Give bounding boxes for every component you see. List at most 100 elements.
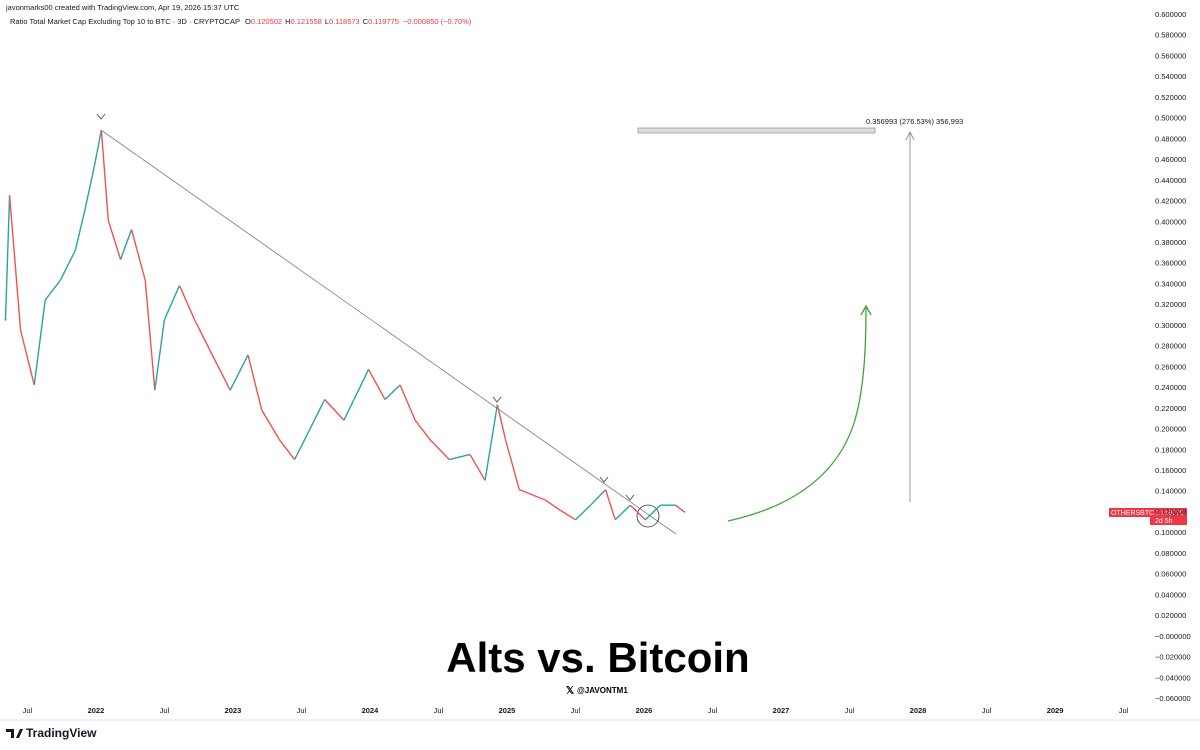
- drawings: [96, 113, 915, 535]
- y-tick-label: 0.500000: [1155, 114, 1186, 123]
- y-tick-label: 0.300000: [1155, 321, 1186, 330]
- price-segment: [414, 419, 431, 441]
- legend-key: C: [363, 17, 369, 26]
- y-tick-label: 0.120000: [1155, 507, 1186, 516]
- price-segment: [590, 489, 607, 506]
- y-tick-label: 0.060000: [1155, 570, 1186, 579]
- legend-value: 0.120502: [251, 17, 282, 26]
- projection: [727, 307, 867, 522]
- legend-change: −0.000850 (−0.70%): [403, 17, 472, 26]
- x-tick-label: 2023: [225, 706, 242, 715]
- price-segment: [229, 354, 249, 391]
- price-segment: [107, 219, 122, 260]
- price-segment: [519, 489, 546, 501]
- brand: TradingView: [26, 726, 97, 740]
- markers: [96, 113, 635, 501]
- arrow-head: [905, 130, 915, 141]
- price-segment: [178, 285, 196, 320]
- x-tick-label: Jul: [708, 706, 718, 715]
- x-tick-label: 2025: [499, 706, 516, 715]
- y-tick-label: 0.040000: [1155, 590, 1186, 599]
- price-segment: [496, 404, 507, 441]
- price-segment: [19, 329, 35, 386]
- legend-key: O: [245, 17, 251, 26]
- chart-title: Alts vs. Bitcoin: [446, 634, 749, 681]
- price-segment: [629, 504, 646, 521]
- price-segment: [74, 209, 86, 251]
- price-segment: [484, 404, 499, 481]
- y-tick-label: −0.040000: [1155, 673, 1191, 682]
- y-tick-label: 0.320000: [1155, 300, 1186, 309]
- x-tick-label: Jul: [23, 706, 33, 715]
- price-segment: [429, 439, 450, 461]
- x-tick-label: Jul: [160, 706, 170, 715]
- price-segment: [614, 504, 631, 521]
- legend-key: H: [285, 17, 290, 26]
- x-tick-label: Jul: [571, 706, 581, 715]
- legend-value: 0.118573: [329, 17, 360, 26]
- y-tick-label: 0.520000: [1155, 93, 1186, 102]
- x-logo: 𝕏: [566, 686, 574, 697]
- x-tick-label: Jul: [982, 706, 992, 715]
- y-tick-label: 0.540000: [1155, 72, 1186, 81]
- price-segment: [44, 279, 61, 301]
- y-tick-label: 0.560000: [1155, 51, 1186, 60]
- target-bar: [637, 127, 876, 134]
- y-tick-label: 0.600000: [1155, 10, 1186, 19]
- price-segment: [604, 489, 616, 520]
- y-tick-label: 0.080000: [1155, 549, 1186, 558]
- y-tick-label: 0.400000: [1155, 217, 1186, 226]
- price-segment: [130, 229, 146, 281]
- price-segment: [93, 129, 103, 166]
- price-segment: [544, 499, 561, 511]
- price-value: 0.119775: [1155, 510, 1184, 517]
- price-segment: [100, 129, 109, 221]
- y-tick-label: 0.440000: [1155, 176, 1186, 185]
- y-tick-label: 0.100000: [1155, 528, 1186, 537]
- x-tick-label: 2029: [1047, 706, 1064, 715]
- price-segment: [343, 369, 370, 421]
- y-tick-label: −0.000000: [1155, 632, 1191, 641]
- price-segment: [384, 384, 401, 400]
- y-tick-label: 0.380000: [1155, 238, 1186, 247]
- subtitle: @JAVONTM1: [577, 686, 628, 695]
- legend-value: 0.121558: [291, 17, 322, 26]
- y-tick-label: −0.020000: [1155, 653, 1191, 662]
- price-segment: [560, 509, 576, 521]
- legend: Ratio Total Market Cap Excluding Top 10 …: [10, 17, 472, 26]
- y-tick-label: 0.340000: [1155, 279, 1186, 288]
- x-tick-label: 2026: [636, 706, 653, 715]
- price-segment: [84, 165, 96, 210]
- price-symbol: OTHERSBTC: [1111, 510, 1154, 517]
- price-segment: [33, 299, 46, 386]
- price-countdown: 2d 5h: [1155, 518, 1173, 525]
- price-segment: [644, 504, 661, 521]
- price-segment: [119, 229, 133, 260]
- y-tick-label: 0.260000: [1155, 362, 1186, 371]
- x-tick-label: Jul: [434, 706, 444, 715]
- price-segment: [278, 439, 296, 461]
- price-segment: [367, 369, 386, 400]
- price-segment: [4, 195, 11, 320]
- y-tick-label: 0.220000: [1155, 404, 1186, 413]
- circle: [636, 504, 660, 528]
- x-tick-label: Jul: [297, 706, 307, 715]
- price-segment: [293, 429, 311, 460]
- price-segment: [574, 504, 592, 521]
- price-segment: [449, 453, 471, 461]
- price-box: [1109, 508, 1187, 517]
- x-tick-label: Jul: [845, 706, 855, 715]
- price-segment: [8, 195, 22, 331]
- brand-logo: [6, 729, 23, 738]
- y-tick-label: 0.020000: [1155, 611, 1186, 620]
- y-tick-label: 0.160000: [1155, 466, 1186, 475]
- price-segment: [247, 354, 263, 411]
- y-tick-label: 0.580000: [1155, 31, 1186, 40]
- trendline: [100, 129, 677, 535]
- price-segment: [309, 399, 326, 430]
- y-tick-label: 0.460000: [1155, 155, 1186, 164]
- x-tick-label: Jul: [1119, 706, 1129, 715]
- price-segment: [675, 504, 686, 514]
- price-segment: [324, 399, 345, 421]
